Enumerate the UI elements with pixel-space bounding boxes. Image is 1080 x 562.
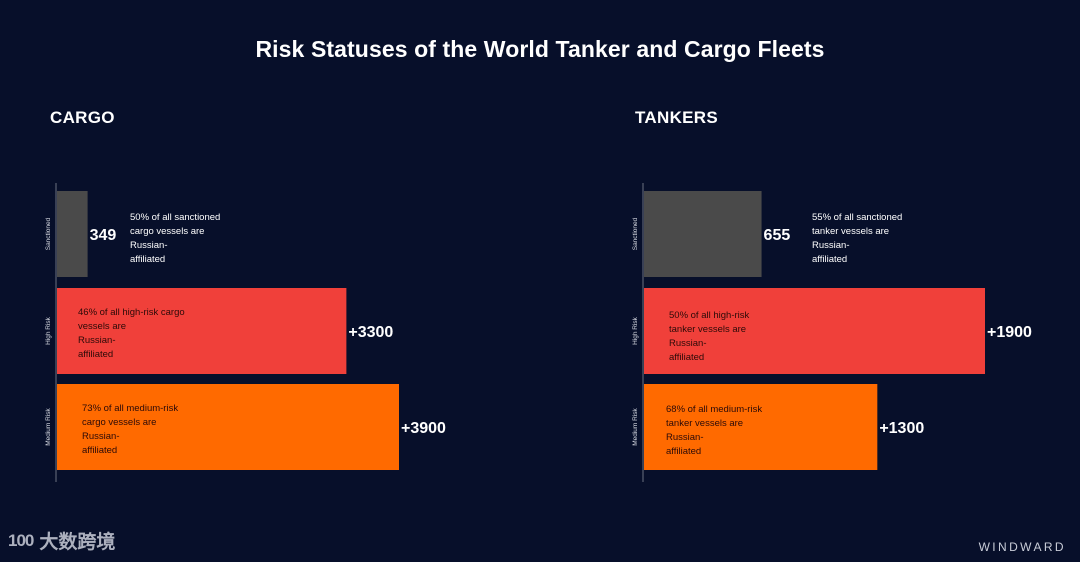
cargo-annotation: 46% of all high-risk cargo vessels are Rus… [78,307,185,360]
cargo-category-label: High Risk [45,316,52,345]
tankers-bar-medium-risk [644,384,878,470]
tankers-category-label: Sanctioned [632,217,639,250]
tankers-category-label: High Risk [632,316,639,345]
watermark-logo-icon: 100 [8,530,34,550]
cargo-value-label: +3900 [401,420,446,437]
tankers-annotation: 55% of all sanctioned tanker vessels are R… [812,212,902,265]
tankers-value-label: +1900 [987,324,1032,341]
cargo-panel-title: CARGO [50,108,115,127]
tankers-bar-sanctioned [644,191,762,277]
tankers-panel-title: TANKERS [635,108,719,127]
cargo-bar-sanctioned [57,191,88,277]
tankers-category-label: Medium Risk [632,407,639,445]
cargo-annotation: 50% of all sanctioned cargo vessels are Ru… [130,212,220,265]
tankers-bar-high-risk [644,288,985,374]
chart-title: Risk Statuses of the World Tanker and Ca… [255,36,825,62]
cargo-category-label: Medium Risk [45,407,52,445]
cargo-bar-high-risk [57,288,347,374]
watermark-text: 大数跨境 [39,531,116,553]
tankers-annotation: 68% of all medium-risk tanker vessels are… [666,404,762,457]
cargo-value-label: 349 [90,227,117,244]
brand-logo: WINDWARD [978,540,1066,554]
watermark: 100 大数跨境 [8,527,115,554]
tankers-value-label: 655 [764,227,791,244]
cargo-category-label: Sanctioned [45,217,52,250]
cargo-bar-medium-risk [57,384,399,470]
tankers-annotation: 50% of all high-risk tanker vessels are Ru… [669,310,750,363]
cargo-value-label: +3300 [348,324,393,341]
cargo-annotation: 73% of all medium-risk cargo vessels are R… [82,403,178,456]
tankers-value-label: +1300 [879,420,924,437]
